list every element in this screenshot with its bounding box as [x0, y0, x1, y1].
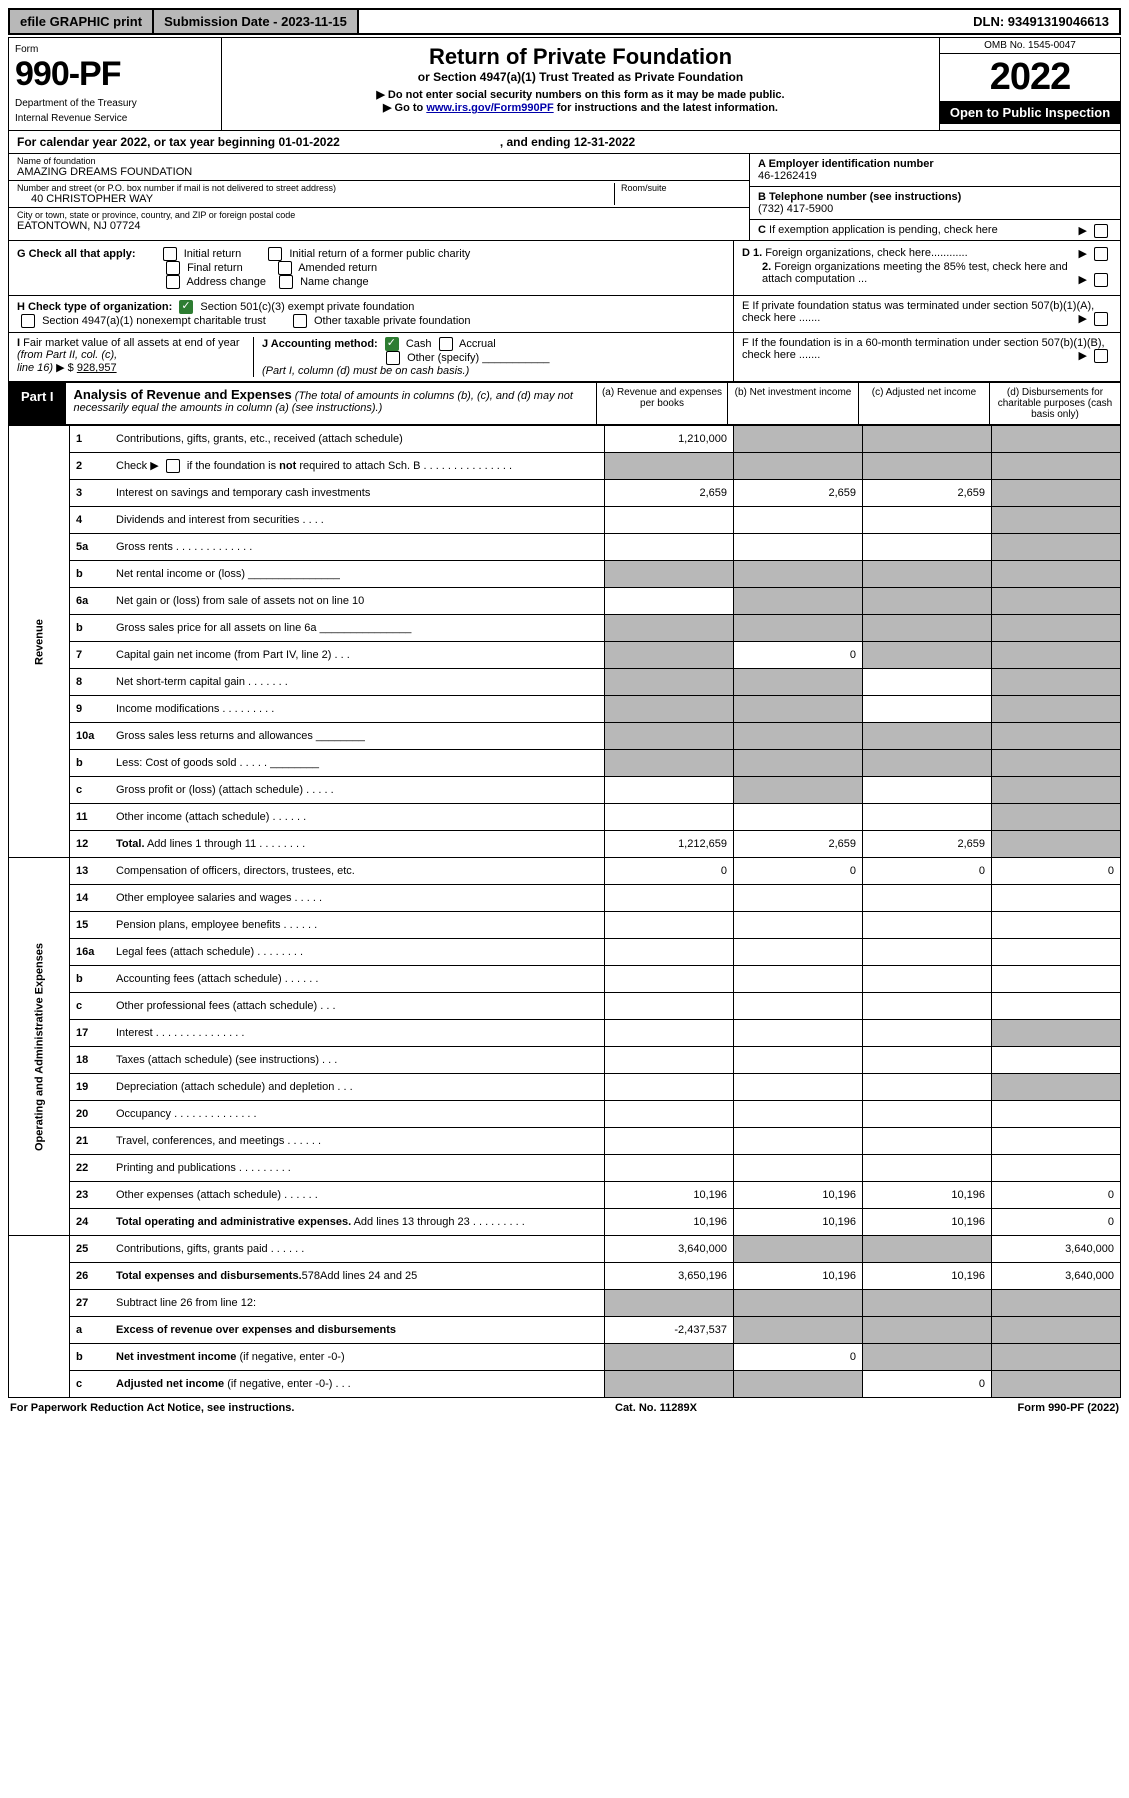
- form990pf-link[interactable]: www.irs.gov/Form990PF: [426, 102, 553, 114]
- form-title: Return of Private Foundation: [228, 44, 933, 70]
- identification-block: Name of foundation AMAZING DREAMS FOUNDA…: [8, 154, 1121, 241]
- part-i-tag: Part I: [9, 383, 66, 424]
- e-terminated: E If private foundation status was termi…: [742, 300, 1094, 324]
- calendar-year-row: For calendar year 2022, or tax year begi…: [8, 131, 1121, 154]
- initial-former-checkbox[interactable]: [268, 247, 282, 261]
- paperwork-notice: For Paperwork Reduction Act Notice, see …: [10, 1402, 294, 1414]
- final-return-checkbox[interactable]: [166, 261, 180, 275]
- d2-checkbox[interactable]: [1094, 273, 1108, 287]
- accrual-checkbox[interactable]: [439, 337, 453, 351]
- street-address: 40 CHRISTOPHER WAY: [17, 193, 614, 205]
- col-b-header: (b) Net investment income: [727, 383, 858, 424]
- expenses-side-label: Operating and Administrative Expenses: [9, 858, 70, 1236]
- dept-treasury: Department of the Treasury: [15, 98, 215, 109]
- dept-irs: Internal Revenue Service: [15, 113, 215, 124]
- room-label: Room/suite: [621, 183, 741, 193]
- form-subtitle: or Section 4947(a)(1) Trust Treated as P…: [228, 70, 933, 84]
- g-label: G Check all that apply:: [17, 248, 136, 260]
- f-checkbox[interactable]: [1094, 349, 1108, 363]
- section-h-e: H Check type of organization: Section 50…: [8, 296, 1121, 333]
- address-change-checkbox[interactable]: [166, 275, 180, 289]
- amended-return-checkbox[interactable]: [278, 261, 292, 275]
- note-ssn: ▶ Do not enter social security numbers o…: [228, 88, 933, 101]
- note-goto: ▶ Go to www.irs.gov/Form990PF for instru…: [228, 101, 933, 114]
- name-label: Name of foundation: [17, 156, 741, 166]
- other-taxable-checkbox[interactable]: [293, 314, 307, 328]
- d1-checkbox[interactable]: [1094, 247, 1108, 261]
- 501c3-checkbox[interactable]: [179, 300, 193, 314]
- address-label: Number and street (or P.O. box number if…: [17, 183, 614, 193]
- page-footer: For Paperwork Reduction Act Notice, see …: [8, 1398, 1121, 1418]
- form-number: 990-PF: [15, 55, 215, 94]
- d1-foreign-org: D 1. Foreign organizations, check here..…: [742, 247, 1112, 259]
- form-footer-label: Form 990-PF (2022): [1018, 1402, 1120, 1414]
- part-i-header: Part I Analysis of Revenue and Expenses …: [8, 382, 1121, 425]
- top-bar: efile GRAPHIC print Submission Date - 20…: [8, 8, 1121, 35]
- form-header: Form 990-PF Department of the Treasury I…: [8, 37, 1121, 131]
- phone-label: B Telephone number (see instructions): [758, 191, 1112, 203]
- cash-checkbox[interactable]: [385, 337, 399, 351]
- e-checkbox[interactable]: [1094, 312, 1108, 326]
- d2-foreign-85: 2. Foreign organizations meeting the 85%…: [742, 261, 1112, 285]
- other-method-checkbox[interactable]: [386, 351, 400, 365]
- ein-label: A Employer identification number: [758, 158, 1112, 170]
- omb-number: OMB No. 1545-0047: [940, 38, 1120, 54]
- section-i-j-f: I Fair market value of all assets at end…: [8, 333, 1121, 382]
- exemption-pending-label: C If exemption application is pending, c…: [758, 224, 998, 236]
- f-60month: F If the foundation is in a 60-month ter…: [742, 337, 1105, 361]
- efile-print-button[interactable]: efile GRAPHIC print: [10, 10, 154, 33]
- phone-value: (732) 417-5900: [758, 203, 1112, 215]
- 4947a1-checkbox[interactable]: [21, 314, 35, 328]
- name-change-checkbox[interactable]: [279, 275, 293, 289]
- city-label: City or town, state or province, country…: [17, 210, 741, 220]
- city-state-zip: EATONTOWN, NJ 07724: [17, 220, 741, 232]
- col-d-header: (d) Disbursements for charitable purpose…: [989, 383, 1120, 424]
- open-public-badge: Open to Public Inspection: [940, 101, 1120, 124]
- ein-value: 46-1262419: [758, 170, 1112, 182]
- tax-year: 2022: [940, 54, 1120, 101]
- revenue-side-label: Revenue: [9, 426, 70, 858]
- submission-date: Submission Date - 2023-11-15: [154, 10, 359, 33]
- col-a-header: (a) Revenue and expenses per books: [596, 383, 727, 424]
- schb-checkbox[interactable]: [166, 459, 180, 473]
- foundation-name: AMAZING DREAMS FOUNDATION: [17, 166, 741, 178]
- form-label: Form: [15, 44, 215, 55]
- part-i-table: Revenue 1Contributions, gifts, grants, e…: [8, 425, 1121, 1398]
- fmv-value: 928,957: [77, 362, 117, 374]
- cat-number: Cat. No. 11289X: [615, 1402, 697, 1414]
- initial-return-checkbox[interactable]: [163, 247, 177, 261]
- exemption-checkbox[interactable]: [1094, 224, 1108, 238]
- section-g-d: G Check all that apply: Initial return I…: [8, 241, 1121, 296]
- col-c-header: (c) Adjusted net income: [858, 383, 989, 424]
- dln-label: DLN: 93491319046613: [963, 10, 1119, 33]
